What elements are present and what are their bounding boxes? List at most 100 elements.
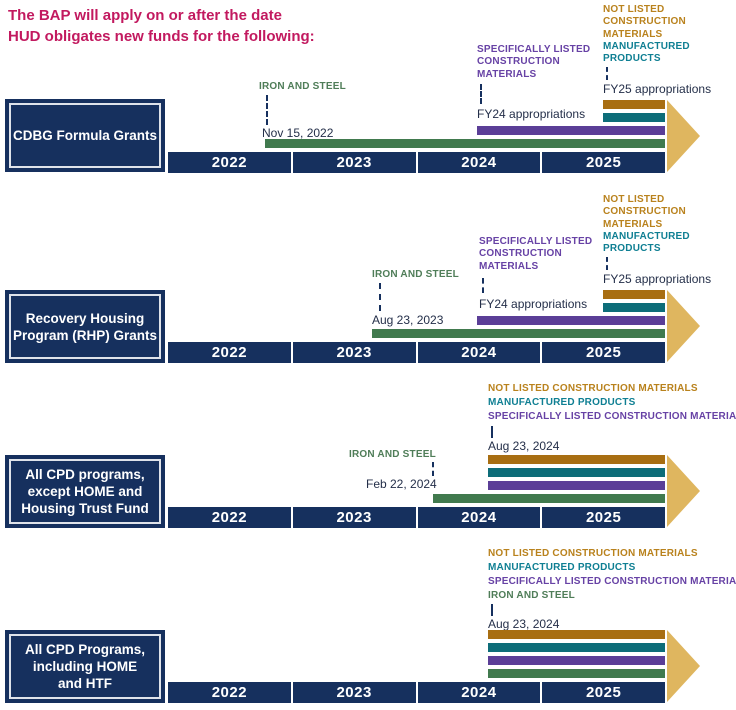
connector-dash [379,283,381,311]
label-line: MATERIALS [603,28,663,40]
label-line: SPECIFICALLY LISTED [477,44,591,55]
label-line: SPECIFICALLY LISTED CONSTRUCTION MATERIA… [488,411,736,422]
axis-year-2024: 2024 [417,682,541,703]
bar-not-listed [603,290,665,299]
continuation-arrow-icon [667,455,700,527]
program-line: All CPD Programs, [24,642,146,657]
program-line: Housing Trust Fund [21,501,149,516]
program-line: CDBG Formula Grants [12,128,158,143]
page-title: The BAP will apply on or after the date … [8,5,315,47]
label-line: IRON AND STEEL [372,269,459,280]
program-line: Program (RHP) Grants [12,327,158,343]
label-line: CONSTRUCTION [603,16,686,28]
program-box-cpd-including-home: All CPD Programs, including HOME and HTF [5,630,165,703]
specifically-listed-label: SPECIFICALLY LISTED CONSTRUCTION MATERIA… [479,236,592,273]
label-line: MATERIALS [479,260,539,272]
fy25-appropriations-label: FY25 appropriations [603,272,712,286]
timeline-axis: 2022 2023 2024 2025 [168,507,665,528]
iron-and-steel-label: IRON AND STEEL [372,269,459,281]
start-date-label: Aug 23, 2023 [372,313,444,327]
label-line: IRON AND STEEL [259,81,346,92]
label-line: MANUFACTURED PRODUCTS [488,562,636,573]
continuation-arrow-icon [667,290,700,362]
label-line: NOT LISTED [603,4,665,15]
program-line: All CPD programs, [25,467,145,482]
bar-iron-and-steel [433,494,665,503]
connector-dash [480,84,482,104]
connector-dash [266,95,268,125]
axis-year-2022: 2022 [168,507,291,528]
fy24-appropriations-label: FY24 appropriations [479,297,588,311]
connector-dash [432,462,434,476]
label-line: IRON AND STEEL [349,449,436,460]
bar-not-listed [488,630,665,639]
label-line: CONSTRUCTION [603,206,686,218]
not-listed-label: NOT LISTED CONSTRUCTION MATERIALS [603,4,686,41]
iron-and-steel-label: IRON AND STEEL [259,81,346,93]
label-line: IRON AND STEEL [488,590,575,601]
connector-dash [491,604,493,616]
axis-year-2023: 2023 [292,507,416,528]
iron-and-steel-label: IRON AND STEEL [488,590,575,602]
axis-year-2025: 2025 [542,342,665,363]
specifically-listed-label: SPECIFICALLY LISTED CONSTRUCTION MATERIA… [488,411,736,423]
page-title-line1: The BAP will apply on or after the date [8,7,282,24]
axis-year-2025: 2025 [542,507,665,528]
program-box-rhp: Recovery Housing Program (RHP) Grants [5,290,165,363]
label-line: NOT LISTED CONSTRUCTION MATERIALS [488,548,698,559]
bar-not-listed [603,100,665,109]
continuation-arrow-icon [667,630,700,702]
label-line: SPECIFICALLY LISTED [479,236,593,247]
axis-year-2024: 2024 [417,342,541,363]
axis-year-2024: 2024 [417,152,541,173]
fy24-appropriations-label: FY24 appropriations [477,107,586,121]
manufactured-products-label: MANUFACTURED PRODUCTS [603,231,690,256]
bar-specifically-listed [477,126,665,135]
program-line: including HOME [32,659,138,674]
connector-dash [482,278,484,293]
axis-year-2025: 2025 [542,152,665,173]
axis-year-2022: 2022 [168,342,291,363]
bar-manufactured [488,643,665,652]
axis-year-2025: 2025 [542,682,665,703]
axis-year-2023: 2023 [292,342,416,363]
axis-year-2024: 2024 [417,507,541,528]
timeline-axis: 2022 2023 2024 2025 [168,682,665,703]
specifically-listed-label: SPECIFICALLY LISTED CONSTRUCTION MATERIA… [488,576,736,588]
label-line: MATERIALS [477,68,537,80]
program-box-rhp-label: Recovery Housing Program (RHP) Grants [9,294,161,359]
timeline-axis: 2022 2023 2024 2025 [168,342,665,363]
label-line: CONSTRUCTION [477,56,560,68]
bar-manufactured [603,303,665,312]
bar-iron-and-steel [265,139,665,148]
manufactured-products-label: MANUFACTURED PRODUCTS [488,562,636,574]
program-box-cpd-except-home: All CPD programs, except HOME and Housin… [5,455,165,528]
label-line: PRODUCTS [603,243,661,255]
iron-and-steel-label: IRON AND STEEL [349,449,436,461]
continuation-arrow-icon [667,100,700,172]
label-line: NOT LISTED CONSTRUCTION MATERIALS [488,383,698,394]
connector-dash [606,67,608,80]
label-line: MANUFACTURED [603,231,690,242]
start-date-label: Feb 22, 2024 [366,477,437,491]
bar-not-listed [488,455,665,464]
label-line: NOT LISTED [603,194,665,205]
bar-manufactured [603,113,665,122]
not-listed-label: NOT LISTED CONSTRUCTION MATERIALS [488,548,698,560]
program-line: except HOME and [27,484,143,499]
program-box-cdbg-label: CDBG Formula Grants [9,103,161,168]
axis-year-2022: 2022 [168,682,291,703]
start-date-label: Nov 15, 2022 [262,126,334,140]
axis-year-2023: 2023 [292,152,416,173]
program-line: Recovery Housing [25,310,145,326]
timeline-axis: 2022 2023 2024 2025 [168,152,665,173]
label-line: MANUFACTURED [603,41,690,52]
connector-dash [491,426,493,438]
axis-year-2022: 2022 [168,152,291,173]
manufactured-products-label: MANUFACTURED PRODUCTS [488,397,636,409]
bar-iron-and-steel [488,669,665,678]
specifically-listed-label: SPECIFICALLY LISTED CONSTRUCTION MATERIA… [477,44,590,81]
grouped-date-label: Aug 23, 2024 [488,439,560,453]
manufactured-products-label: MANUFACTURED PRODUCTS [603,41,690,66]
